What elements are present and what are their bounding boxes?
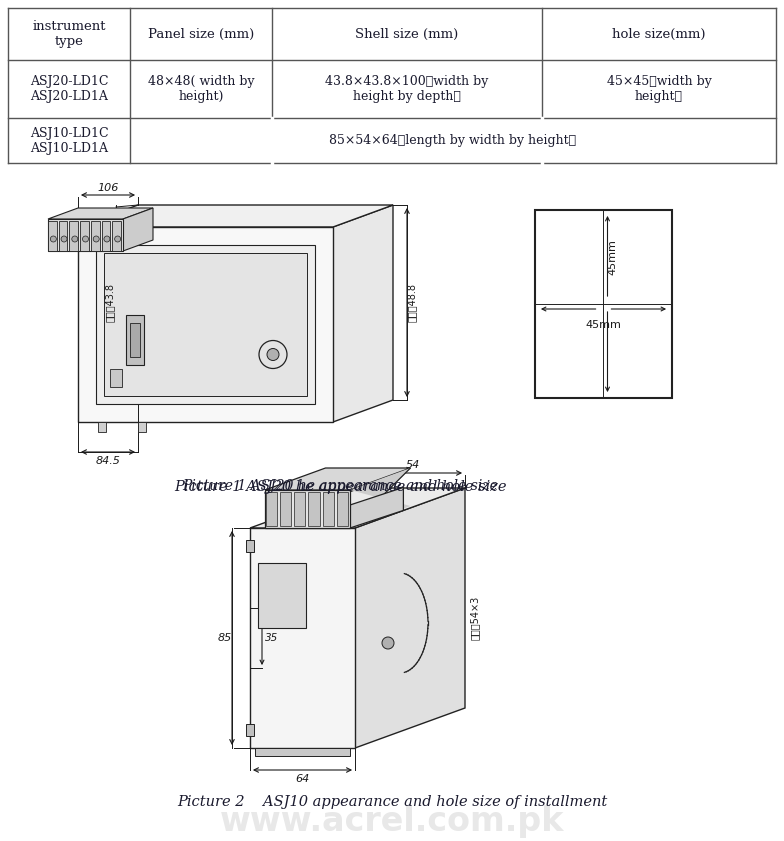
- Polygon shape: [280, 492, 292, 526]
- Text: 106: 106: [97, 183, 118, 193]
- Text: 35: 35: [265, 633, 278, 643]
- Circle shape: [382, 637, 394, 649]
- Polygon shape: [70, 221, 78, 251]
- Circle shape: [267, 348, 279, 361]
- Text: 48×48( width by
height): 48×48( width by height): [147, 75, 254, 103]
- Text: instrument
type: instrument type: [32, 20, 106, 48]
- Text: 正方形48.8: 正方形48.8: [407, 283, 417, 322]
- Text: 85×54×64（length by width by height）: 85×54×64（length by width by height）: [329, 134, 576, 147]
- Polygon shape: [123, 208, 153, 251]
- Circle shape: [104, 236, 110, 242]
- Polygon shape: [96, 245, 315, 404]
- Text: 45mm: 45mm: [608, 239, 618, 275]
- Text: 64: 64: [296, 774, 310, 784]
- Polygon shape: [333, 205, 393, 422]
- Text: Picture 1 ASJ20 he appearance and hole size: Picture 1 ASJ20 he appearance and hole s…: [174, 480, 506, 494]
- Polygon shape: [246, 540, 254, 552]
- Polygon shape: [265, 468, 411, 490]
- Circle shape: [114, 236, 121, 242]
- Polygon shape: [255, 748, 350, 756]
- Polygon shape: [48, 221, 56, 251]
- Text: Panel size (mm): Panel size (mm): [148, 28, 254, 40]
- Polygon shape: [104, 253, 307, 396]
- Polygon shape: [78, 227, 333, 422]
- Polygon shape: [294, 492, 306, 526]
- Polygon shape: [126, 315, 144, 364]
- Polygon shape: [265, 490, 350, 528]
- Text: 43.8×43.8×100（width by
height by depth）: 43.8×43.8×100（width by height by depth）: [325, 75, 488, 103]
- Polygon shape: [258, 563, 306, 628]
- Text: 54: 54: [405, 460, 419, 470]
- Polygon shape: [337, 492, 348, 526]
- Text: Shell size (mm): Shell size (mm): [355, 28, 459, 40]
- Polygon shape: [250, 528, 355, 748]
- Text: ASJ10-LD1C
ASJ10-LD1A: ASJ10-LD1C ASJ10-LD1A: [30, 126, 108, 155]
- Text: 正方形43.8: 正方形43.8: [105, 283, 115, 322]
- Polygon shape: [308, 492, 320, 526]
- Polygon shape: [80, 221, 89, 251]
- Text: Picture 1 ASJ20 he appearance and hole size: Picture 1 ASJ20 he appearance and hole s…: [182, 479, 498, 493]
- Polygon shape: [350, 468, 411, 528]
- Polygon shape: [78, 205, 393, 227]
- Polygon shape: [102, 221, 111, 251]
- Polygon shape: [138, 422, 146, 432]
- Polygon shape: [110, 369, 122, 387]
- Polygon shape: [246, 724, 254, 736]
- Polygon shape: [266, 492, 278, 526]
- Text: hole size(mm): hole size(mm): [612, 28, 706, 40]
- Polygon shape: [130, 322, 140, 357]
- Text: 45mm: 45mm: [586, 320, 622, 330]
- Polygon shape: [250, 488, 465, 528]
- Circle shape: [93, 236, 100, 242]
- Polygon shape: [350, 488, 404, 528]
- Circle shape: [82, 236, 89, 242]
- Text: Picture 2    ASJ10 appearance and hole size of installment: Picture 2 ASJ10 appearance and hole size…: [177, 795, 607, 809]
- Text: ASJ20-LD1C
ASJ20-LD1A: ASJ20-LD1C ASJ20-LD1A: [30, 75, 108, 103]
- Text: 85: 85: [218, 633, 232, 643]
- Polygon shape: [323, 492, 334, 526]
- Text: www.acrel.com.pk: www.acrel.com.pk: [220, 806, 564, 838]
- Circle shape: [72, 236, 78, 242]
- Polygon shape: [48, 219, 123, 251]
- Text: 84.5: 84.5: [96, 456, 121, 466]
- Polygon shape: [48, 208, 153, 219]
- Polygon shape: [59, 221, 67, 251]
- Polygon shape: [355, 488, 465, 748]
- Polygon shape: [98, 422, 106, 432]
- Polygon shape: [112, 221, 121, 251]
- Circle shape: [50, 236, 56, 242]
- Polygon shape: [91, 221, 100, 251]
- Polygon shape: [350, 468, 411, 528]
- Text: 正方形54×3: 正方形54×3: [470, 596, 480, 640]
- Circle shape: [61, 236, 67, 242]
- Text: 45×45（width by
height）: 45×45（width by height）: [607, 75, 711, 103]
